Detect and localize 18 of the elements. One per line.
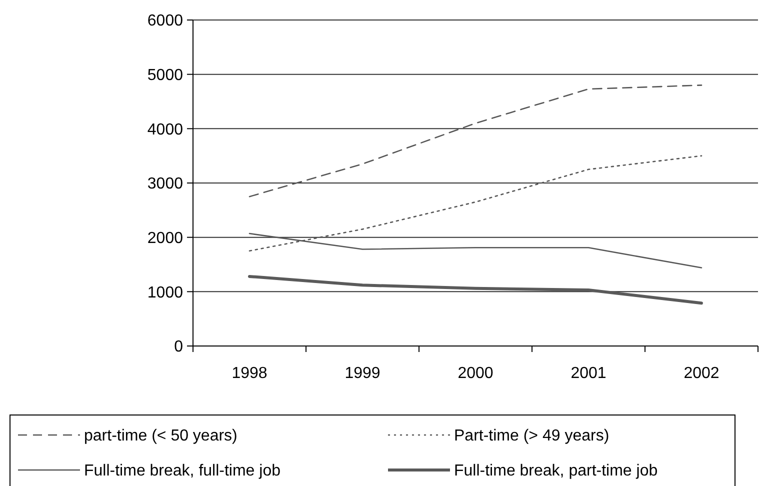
legend-label: Full-time break, part-time job [454, 462, 658, 480]
y-tick-label: 6000 [147, 12, 184, 30]
line-series [248, 274, 703, 305]
y-tick-label: 4000 [147, 121, 184, 138]
x-tick-label: 2001 [570, 365, 606, 382]
x-tick-label: 2002 [684, 365, 720, 382]
y-tick-label: 5000 [147, 66, 184, 84]
legend-label: part-time (< 50 years) [84, 428, 238, 445]
y-tick-label: 2000 [147, 230, 184, 247]
x-tick-label: 1998 [232, 365, 268, 382]
y-tick-label: 3000 [147, 176, 184, 193]
line-series [248, 84, 702, 198]
legend-label: Part-time (> 49 years) [454, 428, 610, 445]
y-tick-label: 1000 [147, 284, 184, 302]
x-tick-label: 1999 [344, 365, 380, 382]
legend-label: Full-time break, full-time job [84, 462, 281, 480]
y-tick-label: 0 [174, 338, 184, 356]
x-tick-label: 2000 [458, 365, 494, 382]
